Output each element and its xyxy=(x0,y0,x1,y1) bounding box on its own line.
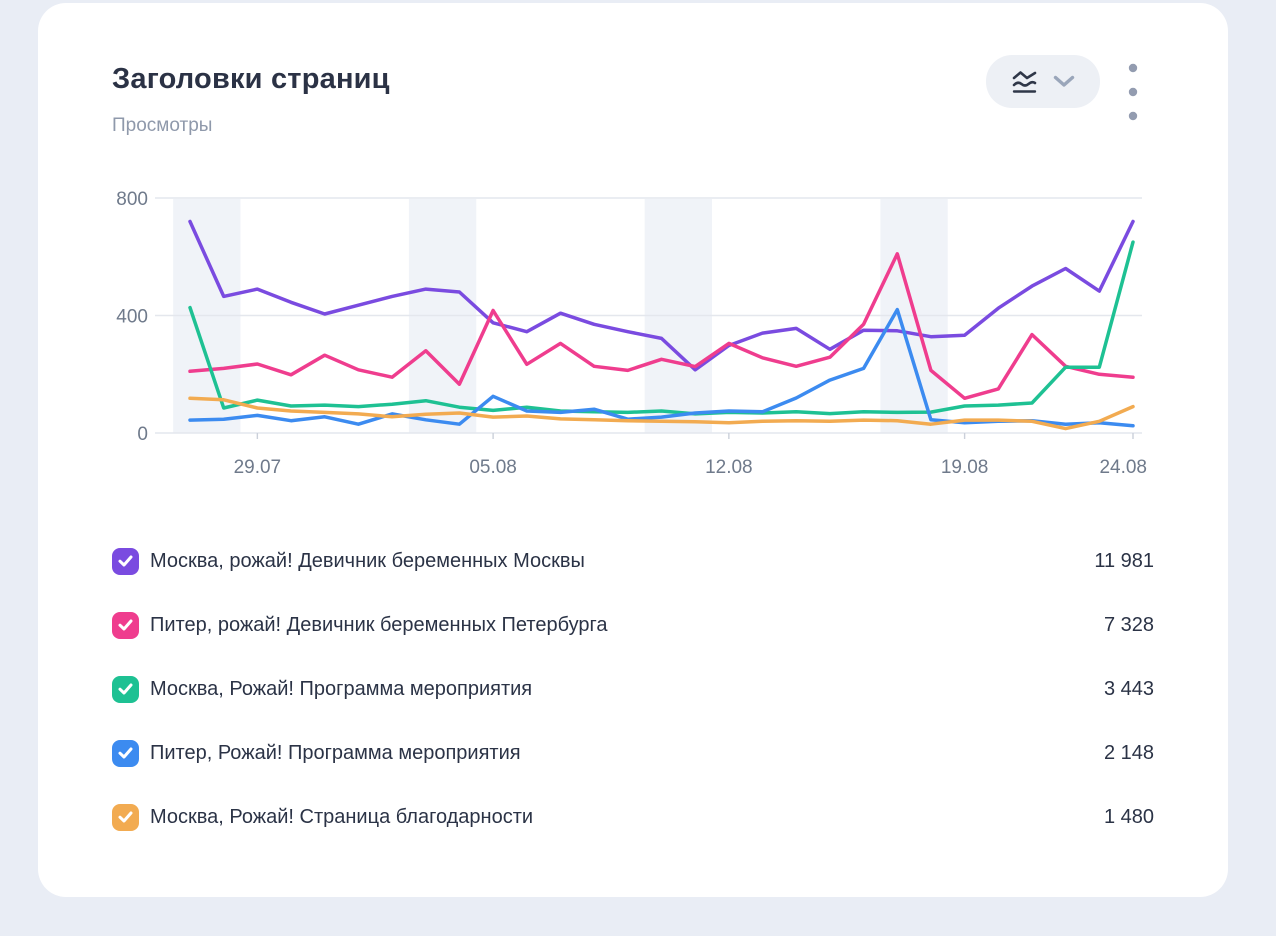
svg-text:19.08: 19.08 xyxy=(941,457,989,478)
line-chart-icon xyxy=(1011,69,1039,95)
chart-area: 0 400 800 29.07 05.08 12.08 19.08 24.08 xyxy=(100,185,1180,485)
series-name: Москва, Рожай! Программа мероприятия xyxy=(150,677,533,700)
page-title: Заголовки страниц xyxy=(112,63,390,95)
svg-text:29.07: 29.07 xyxy=(234,457,282,478)
svg-text:12.08: 12.08 xyxy=(705,457,753,478)
series-total: 7 328 xyxy=(1103,613,1154,636)
svg-text:400: 400 xyxy=(116,307,148,328)
series-total: 3 443 xyxy=(1103,677,1154,700)
series-checkbox[interactable] xyxy=(112,803,139,831)
check-icon xyxy=(118,747,133,759)
series-checkbox[interactable] xyxy=(112,547,139,575)
series-name: Питер, Рожай! Программа мероприятия xyxy=(150,741,521,764)
series-total: 2 148 xyxy=(1103,741,1154,764)
kebab-icon xyxy=(1128,63,1138,121)
svg-text:05.08: 05.08 xyxy=(469,457,517,478)
check-icon xyxy=(118,811,133,823)
legend: Москва, рожай! Девичник беременных Москв… xyxy=(112,529,1154,849)
legend-row[interactable]: Москва, Рожай! Страница благодарности 1 … xyxy=(112,785,1154,849)
series-name: Москва, рожай! Девичник беременных Москв… xyxy=(150,549,585,572)
metric-label: Просмотры xyxy=(112,115,213,136)
legend-row[interactable]: Питер, Рожай! Программа мероприятия 2 14… xyxy=(112,721,1154,785)
legend-row[interactable]: Москва, рожай! Девичник беременных Москв… xyxy=(112,529,1154,593)
series-checkbox[interactable] xyxy=(112,611,139,639)
check-icon xyxy=(118,683,133,695)
series-name: Москва, Рожай! Страница благодарности xyxy=(150,805,534,828)
svg-text:24.08: 24.08 xyxy=(1099,457,1147,478)
chevron-down-icon xyxy=(1053,75,1075,88)
views-line-chart[interactable]: 0 400 800 29.07 05.08 12.08 19.08 24.08 xyxy=(100,185,1180,485)
widget-menu-button[interactable] xyxy=(1113,56,1153,128)
svg-text:0: 0 xyxy=(137,424,148,445)
legend-row[interactable]: Питер, рожай! Девичник беременных Петерб… xyxy=(112,593,1154,657)
series-total: 11 981 xyxy=(1094,549,1154,572)
series-total: 1 480 xyxy=(1103,805,1154,828)
svg-text:800: 800 xyxy=(116,189,148,210)
widget-card: Заголовки страниц Просмотры 0 400 800 29.07… xyxy=(38,3,1228,897)
chart-type-selector-button[interactable] xyxy=(986,55,1100,108)
check-icon xyxy=(118,555,133,567)
series-name: Питер, рожай! Девичник беременных Петерб… xyxy=(150,613,608,636)
legend-row[interactable]: Москва, Рожай! Программа мероприятия 3 4… xyxy=(112,657,1154,721)
series-checkbox[interactable] xyxy=(112,675,139,703)
check-icon xyxy=(118,619,133,631)
series-checkbox[interactable] xyxy=(112,739,139,767)
